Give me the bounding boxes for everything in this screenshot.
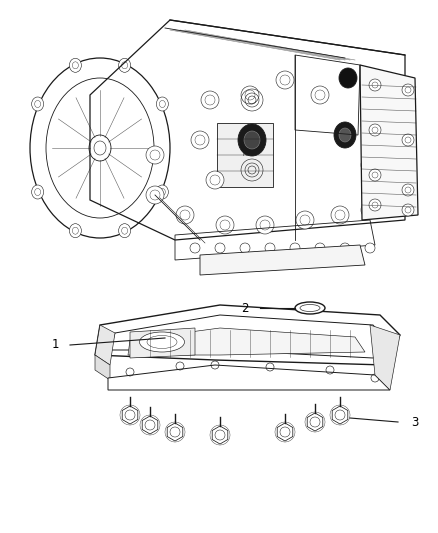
Circle shape	[361, 201, 379, 219]
Circle shape	[176, 206, 194, 224]
Polygon shape	[200, 245, 365, 275]
Circle shape	[240, 243, 250, 253]
Ellipse shape	[339, 128, 351, 142]
Circle shape	[276, 71, 294, 89]
Ellipse shape	[89, 135, 111, 161]
Ellipse shape	[156, 97, 168, 111]
Polygon shape	[307, 413, 323, 431]
Circle shape	[201, 91, 219, 109]
Circle shape	[256, 216, 274, 234]
Polygon shape	[95, 305, 400, 365]
Circle shape	[315, 243, 325, 253]
Circle shape	[365, 243, 375, 253]
Ellipse shape	[238, 124, 266, 156]
Ellipse shape	[119, 58, 131, 72]
Circle shape	[402, 134, 414, 146]
Ellipse shape	[69, 224, 81, 238]
Circle shape	[402, 84, 414, 96]
Circle shape	[311, 86, 329, 104]
Text: 1: 1	[51, 338, 59, 351]
Polygon shape	[212, 426, 228, 444]
Circle shape	[340, 243, 350, 253]
Polygon shape	[332, 406, 348, 424]
Circle shape	[402, 204, 414, 216]
Circle shape	[191, 131, 209, 149]
Circle shape	[290, 243, 300, 253]
Ellipse shape	[139, 332, 184, 352]
Text: Ml: Ml	[242, 152, 248, 157]
Ellipse shape	[69, 58, 81, 72]
Circle shape	[361, 116, 379, 134]
Circle shape	[146, 186, 164, 204]
Polygon shape	[95, 325, 115, 365]
Polygon shape	[277, 423, 293, 441]
Circle shape	[369, 124, 381, 136]
Polygon shape	[95, 355, 110, 380]
Polygon shape	[370, 325, 400, 390]
Circle shape	[146, 146, 164, 164]
Circle shape	[296, 211, 314, 229]
Ellipse shape	[339, 68, 357, 88]
Polygon shape	[142, 416, 158, 434]
Polygon shape	[108, 365, 390, 390]
Circle shape	[206, 171, 224, 189]
Ellipse shape	[119, 224, 131, 238]
Ellipse shape	[334, 122, 356, 148]
FancyBboxPatch shape	[217, 123, 273, 187]
Circle shape	[361, 156, 379, 174]
Ellipse shape	[156, 185, 168, 199]
Circle shape	[369, 199, 381, 211]
Circle shape	[190, 243, 200, 253]
Text: 2: 2	[241, 302, 249, 314]
Ellipse shape	[32, 97, 44, 111]
Circle shape	[241, 86, 259, 104]
Circle shape	[331, 206, 349, 224]
Circle shape	[369, 169, 381, 181]
Polygon shape	[130, 328, 195, 358]
Text: 3: 3	[411, 416, 419, 429]
Circle shape	[265, 243, 275, 253]
Ellipse shape	[295, 302, 325, 314]
Ellipse shape	[244, 131, 260, 149]
Polygon shape	[128, 328, 365, 355]
Circle shape	[216, 216, 234, 234]
Polygon shape	[122, 406, 138, 424]
Polygon shape	[360, 65, 418, 220]
Polygon shape	[167, 423, 183, 441]
Circle shape	[402, 184, 414, 196]
Circle shape	[215, 243, 225, 253]
Ellipse shape	[32, 185, 44, 199]
Circle shape	[369, 79, 381, 91]
Polygon shape	[110, 315, 388, 358]
